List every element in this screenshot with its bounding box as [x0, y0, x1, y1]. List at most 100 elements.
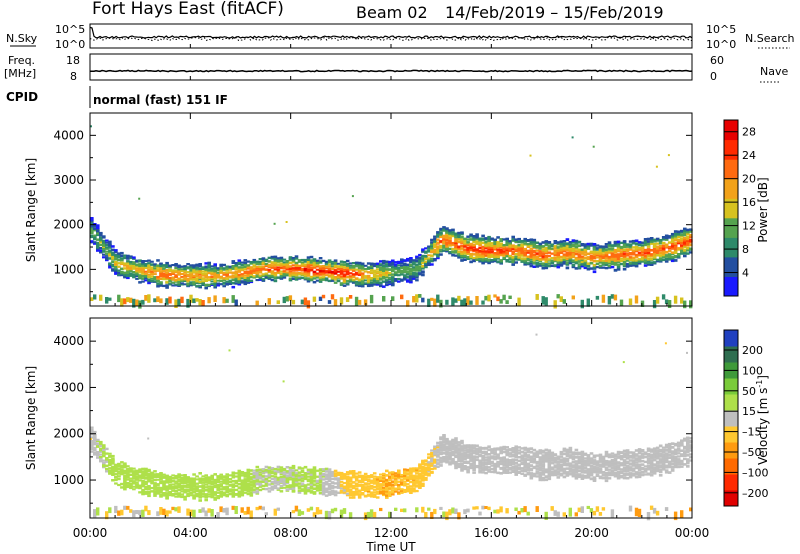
- power-echo-cell: [625, 252, 630, 255]
- vel-ground-cell: [255, 506, 259, 511]
- power-ground-cell: [400, 294, 404, 300]
- vel-echo-cell: [213, 484, 217, 488]
- vel-echo-cell: [538, 463, 543, 467]
- power-echo-cell: [469, 238, 473, 241]
- vel-echo-cell: [502, 464, 506, 467]
- vel-echo-cell: [168, 484, 172, 487]
- vel-echo-cell: [616, 464, 621, 468]
- power-echo-cell: [619, 248, 624, 251]
- power-echo-cell: [430, 244, 434, 248]
- power-echo-cell: [264, 274, 269, 277]
- power-echo-cell: [327, 259, 332, 262]
- vel-echo-cell: [604, 450, 609, 454]
- power-ground-cell: [562, 299, 566, 304]
- power-echo-cell: [643, 254, 648, 258]
- vel-echo-cell: [577, 457, 582, 461]
- power-echo-cell: [204, 274, 208, 277]
- vel-echo-cell: [403, 468, 407, 471]
- vel-echo-cell: [327, 487, 332, 491]
- vel-echo-cell: [216, 479, 220, 483]
- power-ground-cell: [195, 298, 199, 302]
- power-echo-cell: [183, 266, 187, 269]
- vel-ground-cell: [598, 512, 603, 516]
- power-echo-cell: [357, 266, 362, 270]
- power-echo-cell: [114, 249, 118, 252]
- vel-echo-cell: [204, 486, 208, 489]
- vel-echo-cell: [354, 475, 359, 478]
- power-echo-cell: [538, 252, 543, 255]
- power-colorbar-label: Power [dB]: [756, 177, 770, 242]
- power-echo-cell: [499, 242, 503, 246]
- power-echo-cell: [397, 271, 401, 274]
- power-echo-cell: [595, 253, 600, 257]
- power-echo-cell: [165, 286, 169, 289]
- vel-echo-cell: [132, 470, 136, 473]
- vel-echo-cell: [132, 467, 136, 470]
- vel-echo-cell: [255, 487, 260, 490]
- vel-echo-cell: [351, 475, 356, 479]
- vel-echo-cell: [484, 456, 488, 459]
- power-echo-cell: [604, 261, 609, 264]
- vel-echo-cell: [267, 469, 272, 472]
- vel-echo-cell: [111, 472, 115, 475]
- vel-echo-cell: [454, 466, 458, 470]
- power-echo-cell: [589, 262, 594, 265]
- vel-echo-cell: [448, 440, 452, 443]
- power-echo-cell: [424, 247, 428, 250]
- power-echo-cell: [382, 262, 386, 265]
- power-echo-cell: [577, 260, 582, 263]
- power-echo-cell: [655, 239, 660, 242]
- power-echo-cell: [508, 242, 512, 245]
- vel-echo-cell: [397, 475, 401, 478]
- power-echo-cell: [258, 265, 263, 268]
- vel-echo-cell: [294, 483, 299, 486]
- vel-echo-cell: [409, 485, 413, 488]
- power-echo-cell: [366, 278, 371, 281]
- vel-echo-cell: [562, 470, 567, 473]
- power-echo-cell: [598, 258, 603, 261]
- vel-echo-cell: [306, 486, 311, 490]
- power-echo-cell: [213, 273, 217, 276]
- power-echo-cell: [168, 279, 172, 282]
- power-echo-cell: [683, 252, 687, 255]
- vel-echo-cell: [258, 482, 263, 485]
- power-scatter-cell: [571, 136, 574, 139]
- vel-echo-cell: [93, 436, 97, 439]
- vel-echo-cell: [436, 445, 440, 449]
- vel-echo-cell: [225, 488, 229, 492]
- power-echo-cell: [225, 278, 229, 281]
- power-echo-cell: [595, 247, 600, 250]
- vel-ground-cell: [246, 506, 250, 515]
- power-echo-cell: [406, 263, 410, 266]
- vel-echo-cell: [589, 459, 594, 463]
- power-echo-cell: [538, 250, 543, 253]
- power-echo-cell: [686, 232, 690, 236]
- power-echo-cell: [613, 250, 618, 254]
- power-ground-cell: [321, 294, 326, 299]
- power-echo-cell: [670, 255, 675, 259]
- power-ground-cell: [144, 295, 148, 301]
- vel-echo-cell: [568, 449, 573, 453]
- power-echo-cell: [111, 257, 115, 260]
- power-echo-cell: [231, 278, 236, 282]
- power-echo-cell: [391, 283, 395, 287]
- vel-echo-cell: [363, 489, 368, 493]
- power-echo-cell: [436, 235, 440, 238]
- power-echo-cell: [448, 234, 452, 237]
- power-echo-cell: [412, 269, 416, 272]
- power-echo-cell: [628, 248, 633, 251]
- vel-echo-cell: [189, 485, 193, 488]
- vel-echo-cell: [363, 472, 368, 476]
- vel-echo-cell: [162, 473, 166, 476]
- vel-echo-cell: [388, 486, 392, 489]
- vel-echo-cell: [385, 480, 389, 483]
- vel-echo-cell: [366, 493, 371, 496]
- vel-echo-cell: [610, 462, 615, 465]
- power-echo-cell: [243, 274, 248, 277]
- vel-echo-cell: [252, 485, 257, 488]
- power-echo-cell: [640, 249, 645, 252]
- power-echo-cell: [222, 263, 226, 266]
- vel-echo-cell: [439, 442, 443, 446]
- power-echo-cell: [318, 269, 323, 272]
- vel-echo-cell: [436, 441, 440, 444]
